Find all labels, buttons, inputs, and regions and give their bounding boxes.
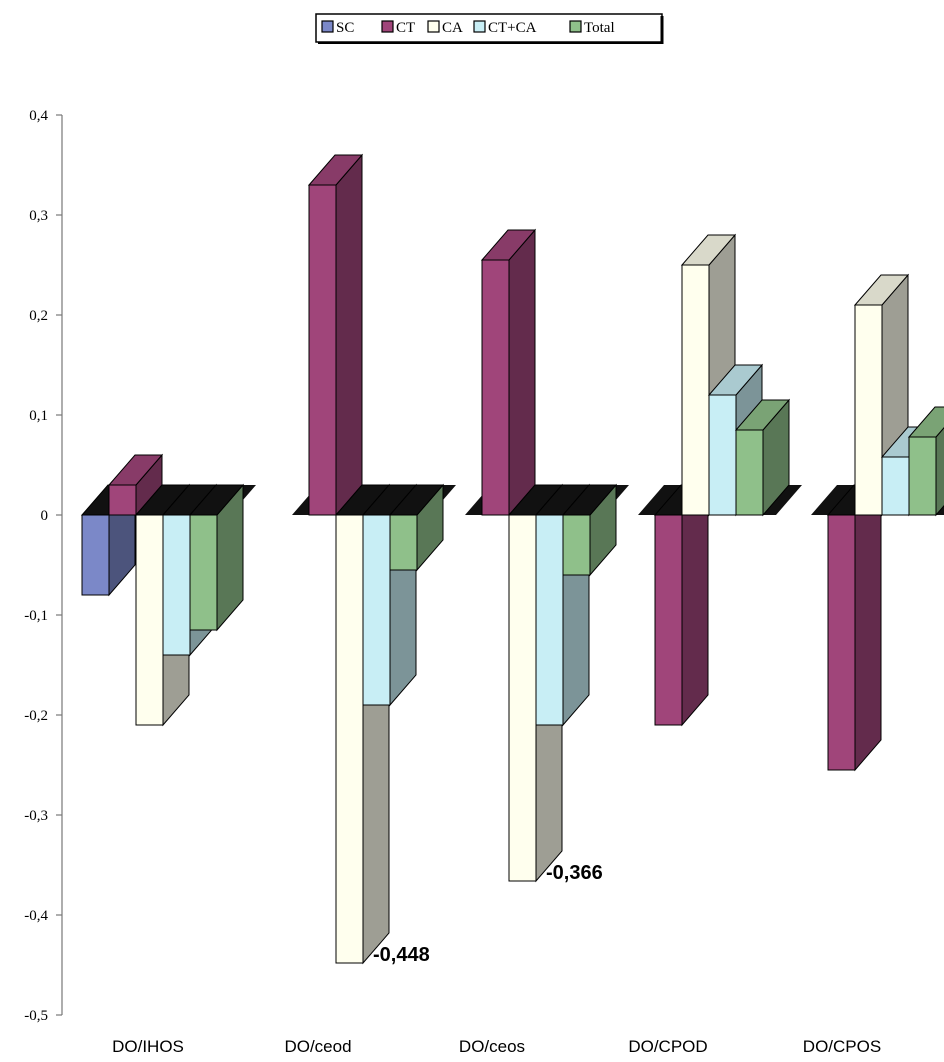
y-tick-label: 0,1: [29, 408, 48, 424]
bar-front: [308, 184, 337, 516]
bar-front: [908, 436, 937, 516]
annotations: -0,448 -0,366: [373, 862, 603, 966]
y-tick-label: 0,3: [29, 208, 48, 224]
bar-front: [735, 429, 764, 516]
legend-label-ct: CT: [396, 20, 415, 36]
bar-front: [827, 514, 856, 771]
x-tick-label-do-ihos: DO/IHOS: [112, 1037, 184, 1056]
bar-front: [362, 514, 391, 706]
bar-front: [108, 484, 137, 516]
legend-label-ct-plus-ca: CT+CA: [488, 20, 537, 36]
bar-front: [854, 304, 883, 516]
x-tick-label-do-ceos: DO/ceos: [459, 1037, 525, 1056]
legend-swatch-ct-plus-ca: [473, 20, 486, 33]
bar-front: [135, 514, 164, 726]
y-axis: 0,4 0,3 0,2 0,1 0 -0,1 -0,2 -0,3 -0,4 -0,5: [24, 108, 63, 1024]
bar-group-do-ceos: [465, 228, 629, 883]
bar-do-ihos-ct: [107, 453, 164, 517]
x-tick-label-do-cpod: DO/CPOD: [628, 1037, 707, 1056]
legend-swatch-sc: [321, 20, 334, 33]
bar-side: [508, 228, 536, 517]
bar-side: [854, 483, 882, 772]
legend-swatch-ct: [381, 20, 394, 33]
bar-front: [81, 514, 110, 596]
bar-front: [562, 514, 591, 576]
bar-do-ceod-total: [388, 483, 445, 572]
y-tick-label: -0,1: [24, 608, 48, 624]
y-tick-label: -0,3: [24, 808, 48, 824]
x-tick-label-do-ceod: DO/ceod: [284, 1037, 351, 1056]
bar-front: [681, 264, 710, 516]
x-axis-labels: DO/IHOS DO/ceod DO/ceos DO/CPOD DO/CPOS: [112, 1037, 881, 1056]
data-label: -0,366: [546, 862, 603, 884]
bar-do-cpod-ct: [653, 483, 710, 727]
bar-group-do-ceod: [292, 153, 456, 965]
y-tick-label: -0,2: [24, 708, 48, 724]
bar-do-cpod-total: [734, 398, 791, 517]
bar-front: [162, 514, 191, 656]
legend: SC CT CA CT+CA Total: [315, 13, 664, 44]
y-tick-label: -0,5: [24, 1008, 48, 1024]
bar-front: [708, 394, 737, 516]
bar-front: [508, 514, 537, 882]
bar-do-cpos-total: [907, 406, 944, 517]
legend-label-sc: SC: [336, 20, 354, 36]
bar-do-cpos-ct: [826, 483, 883, 772]
bar-do-ceod-ct: [307, 153, 364, 517]
bar-do-ceos-ct: [480, 228, 537, 517]
bar-do-ceos-total: [561, 483, 618, 577]
legend-swatch-total: [569, 20, 582, 33]
bar-group-do-ihos: [80, 453, 256, 727]
bar-do-ihos-total: [188, 483, 245, 632]
y-tick-label: -0,4: [24, 908, 48, 924]
bar-front: [535, 514, 564, 726]
data-label: -0,448: [373, 944, 430, 966]
bar-front: [335, 514, 364, 964]
bars: [80, 153, 944, 965]
legend-label-total: Total: [584, 20, 615, 36]
legend-frame: [315, 13, 663, 43]
bar-front: [481, 259, 510, 516]
bar-group-do-cpod: [638, 233, 802, 727]
legend-swatch-ca: [427, 20, 440, 33]
bar-front: [654, 514, 683, 726]
bar-front: [389, 514, 418, 571]
bar-group-do-cpos: [811, 273, 944, 772]
bar-front: [881, 456, 910, 516]
legend-label-ca: CA: [442, 20, 463, 36]
y-tick-label: 0,4: [29, 108, 48, 124]
bar-top: [907, 406, 944, 438]
y-tick-label: 0,2: [29, 308, 48, 324]
x-tick-label-do-cpos: DO/CPOS: [803, 1037, 881, 1056]
bar-side: [681, 483, 709, 727]
bar-front: [189, 514, 218, 631]
y-tick-label: 0: [41, 508, 49, 524]
bar-side: [335, 153, 363, 517]
